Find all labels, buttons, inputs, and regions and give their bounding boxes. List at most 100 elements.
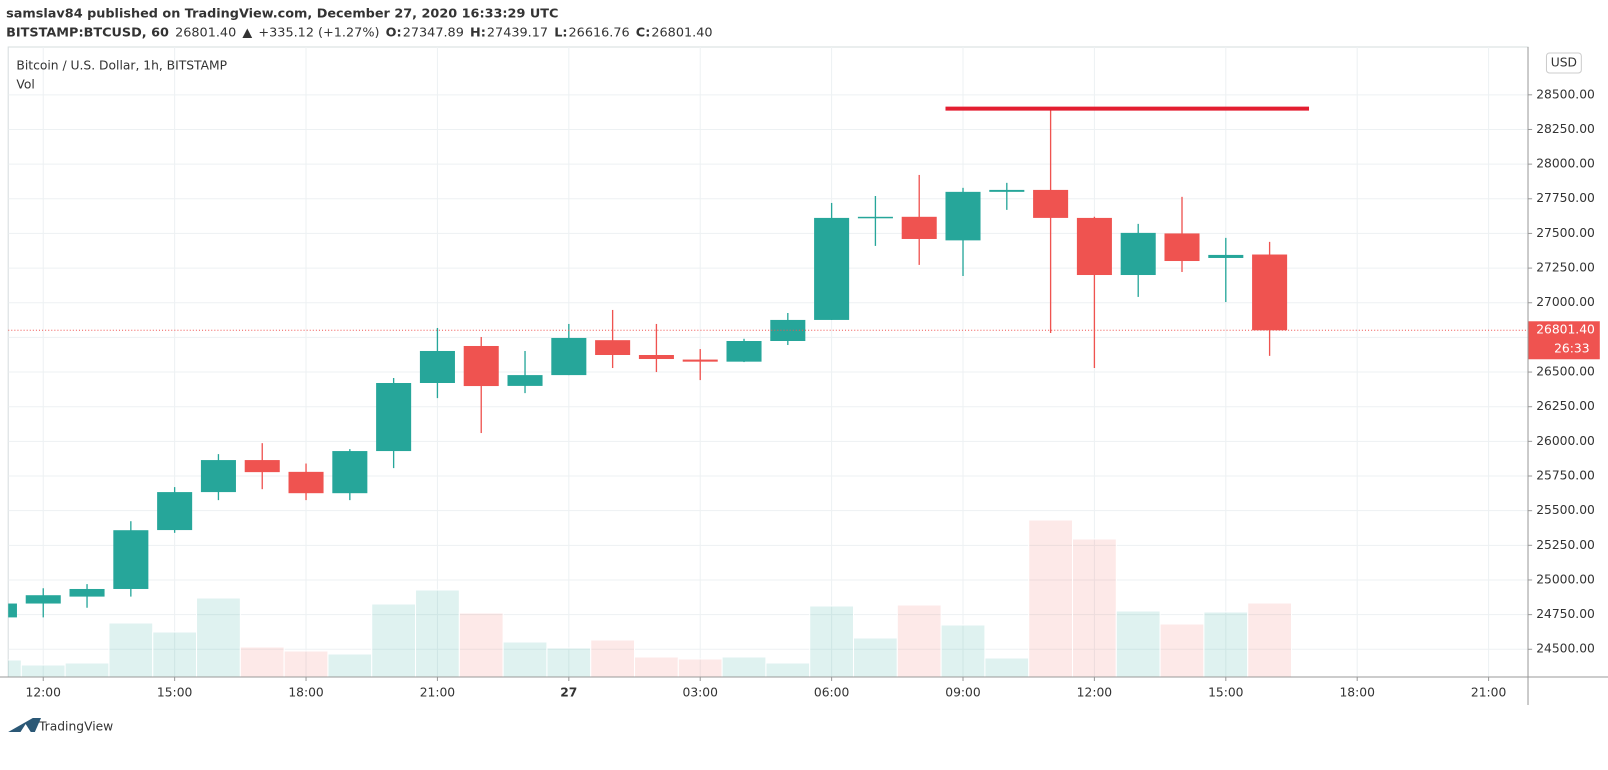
header-field: C: <box>636 25 651 40</box>
volume-bar <box>64 662 110 677</box>
candle-body <box>157 492 193 531</box>
y-tick-label: 24750.00 <box>1536 607 1595 621</box>
candle-body <box>945 191 981 241</box>
volume-bar <box>765 662 811 677</box>
candle-body <box>682 359 718 362</box>
axes: 24500.00 24750.00 25000.00 25250.00 25500.00… <box>0 47 1608 705</box>
candle-body <box>288 471 324 494</box>
header-field: BITSTAMP:BTCUSD, 60 <box>6 25 169 40</box>
header-field: L: <box>554 25 567 40</box>
header-field: 26616.76 <box>569 25 630 40</box>
candle-body <box>244 460 280 473</box>
candle-body <box>1208 254 1244 258</box>
header-field: 27347.89 <box>403 25 464 40</box>
header-field: +335.12 (+1.27%) <box>258 25 379 40</box>
volume-bar <box>809 605 855 677</box>
last-price-label: 26801.40 <box>1536 323 1595 337</box>
candle-body <box>726 341 762 362</box>
volume-bar <box>20 664 66 677</box>
x-tick-label: 18:00 <box>1339 686 1374 700</box>
volume-bar <box>8 659 22 677</box>
y-tick-label: 26250.00 <box>1536 399 1595 413</box>
header-field: 26801.40 <box>175 25 236 40</box>
volume-bar <box>677 658 723 677</box>
candle-body <box>419 350 455 383</box>
y-tick-label: 25500.00 <box>1536 503 1595 517</box>
volume-bar <box>458 612 504 677</box>
volume-bar <box>546 647 592 677</box>
header-field: 26801.40 <box>651 25 712 40</box>
candle-body <box>507 375 543 386</box>
candle-body <box>1076 217 1112 276</box>
volume-bar <box>283 650 329 677</box>
x-tick-label: 15:00 <box>157 686 192 700</box>
volume-bar <box>371 603 417 677</box>
y-tick-label: 25250.00 <box>1536 538 1595 552</box>
logo: TradingView <box>38 720 113 734</box>
volume-bar <box>940 624 986 677</box>
volume-bar <box>415 589 460 677</box>
candle-body <box>376 383 412 452</box>
volume-bar <box>108 622 154 677</box>
volume-label: Vol <box>16 78 34 92</box>
candle-body <box>1164 233 1200 262</box>
x-tick-label: 15:00 <box>1208 686 1243 700</box>
header-field: 27439.17 <box>487 25 548 40</box>
y-tick-label: 27000.00 <box>1536 295 1595 309</box>
volume-bar <box>1071 538 1117 677</box>
candle-body <box>989 189 1025 192</box>
volume-bar <box>1115 610 1161 677</box>
y-tick-label: 26500.00 <box>1536 365 1595 379</box>
candle-body <box>8 603 17 618</box>
volume-bar <box>502 641 548 677</box>
candle-body <box>332 451 368 494</box>
candle-layer <box>8 106 1529 618</box>
legend-title: Bitcoin / U.S. Dollar, 1h, BITSTAMP <box>16 59 227 73</box>
candle-body <box>1252 254 1288 331</box>
candle-body <box>1120 232 1156 276</box>
candle-body <box>770 319 806 341</box>
volume-bar <box>1028 519 1074 677</box>
volume-bar <box>984 657 1030 677</box>
candle-body <box>200 460 236 493</box>
x-tick-label: 27 <box>560 686 577 700</box>
countdown: 26:33 <box>1554 342 1589 356</box>
x-tick-label: 09:00 <box>945 686 980 700</box>
currency-box[interactable] <box>1545 52 1582 74</box>
y-tick-label: 27250.00 <box>1536 261 1595 275</box>
y-tick-label: 24500.00 <box>1536 642 1595 656</box>
y-tick-label: 28000.00 <box>1536 157 1595 171</box>
volume-bar <box>634 656 679 677</box>
candle-body <box>814 217 850 320</box>
header-field: H: <box>470 25 486 40</box>
candle-body <box>638 355 674 360</box>
x-tick-label: 21:00 <box>420 686 455 700</box>
volume-bar <box>239 646 285 677</box>
candle-body <box>69 588 105 597</box>
x-tick-label: 12:00 <box>1077 686 1112 700</box>
last-price-box <box>1528 321 1600 360</box>
volume-bar <box>1203 611 1249 677</box>
y-tick-label: 26000.00 <box>1536 434 1595 448</box>
publisher: samslav84 published on TradingView.com, … <box>6 6 558 21</box>
candle-body <box>857 216 893 219</box>
y-tick-label: 27500.00 <box>1536 226 1595 240</box>
y-tick-label: 28500.00 <box>1536 87 1595 101</box>
x-tick-label: 03:00 <box>683 686 718 700</box>
symbol-info: BITSTAMP:BTCUSD, 60 26801.40 ▲ +335.12 (+1.… <box>6 25 712 40</box>
currency[interactable]: USD <box>1551 56 1577 70</box>
volume-bar <box>853 637 898 677</box>
candle-body <box>551 337 587 376</box>
y-tick-label: 28250.00 <box>1536 122 1595 136</box>
y-tick-label: 25750.00 <box>1536 469 1595 483</box>
volume-bar <box>721 656 767 677</box>
x-tick-label: 06:00 <box>814 686 849 700</box>
x-tick-label: 21:00 <box>1471 686 1506 700</box>
volume-bar <box>1159 623 1205 677</box>
volume-bar <box>327 653 373 677</box>
header-field: ▲ <box>242 25 252 40</box>
x-tick-label: 18:00 <box>288 686 323 700</box>
logo-icon <box>8 718 42 732</box>
candle-body <box>25 595 61 604</box>
